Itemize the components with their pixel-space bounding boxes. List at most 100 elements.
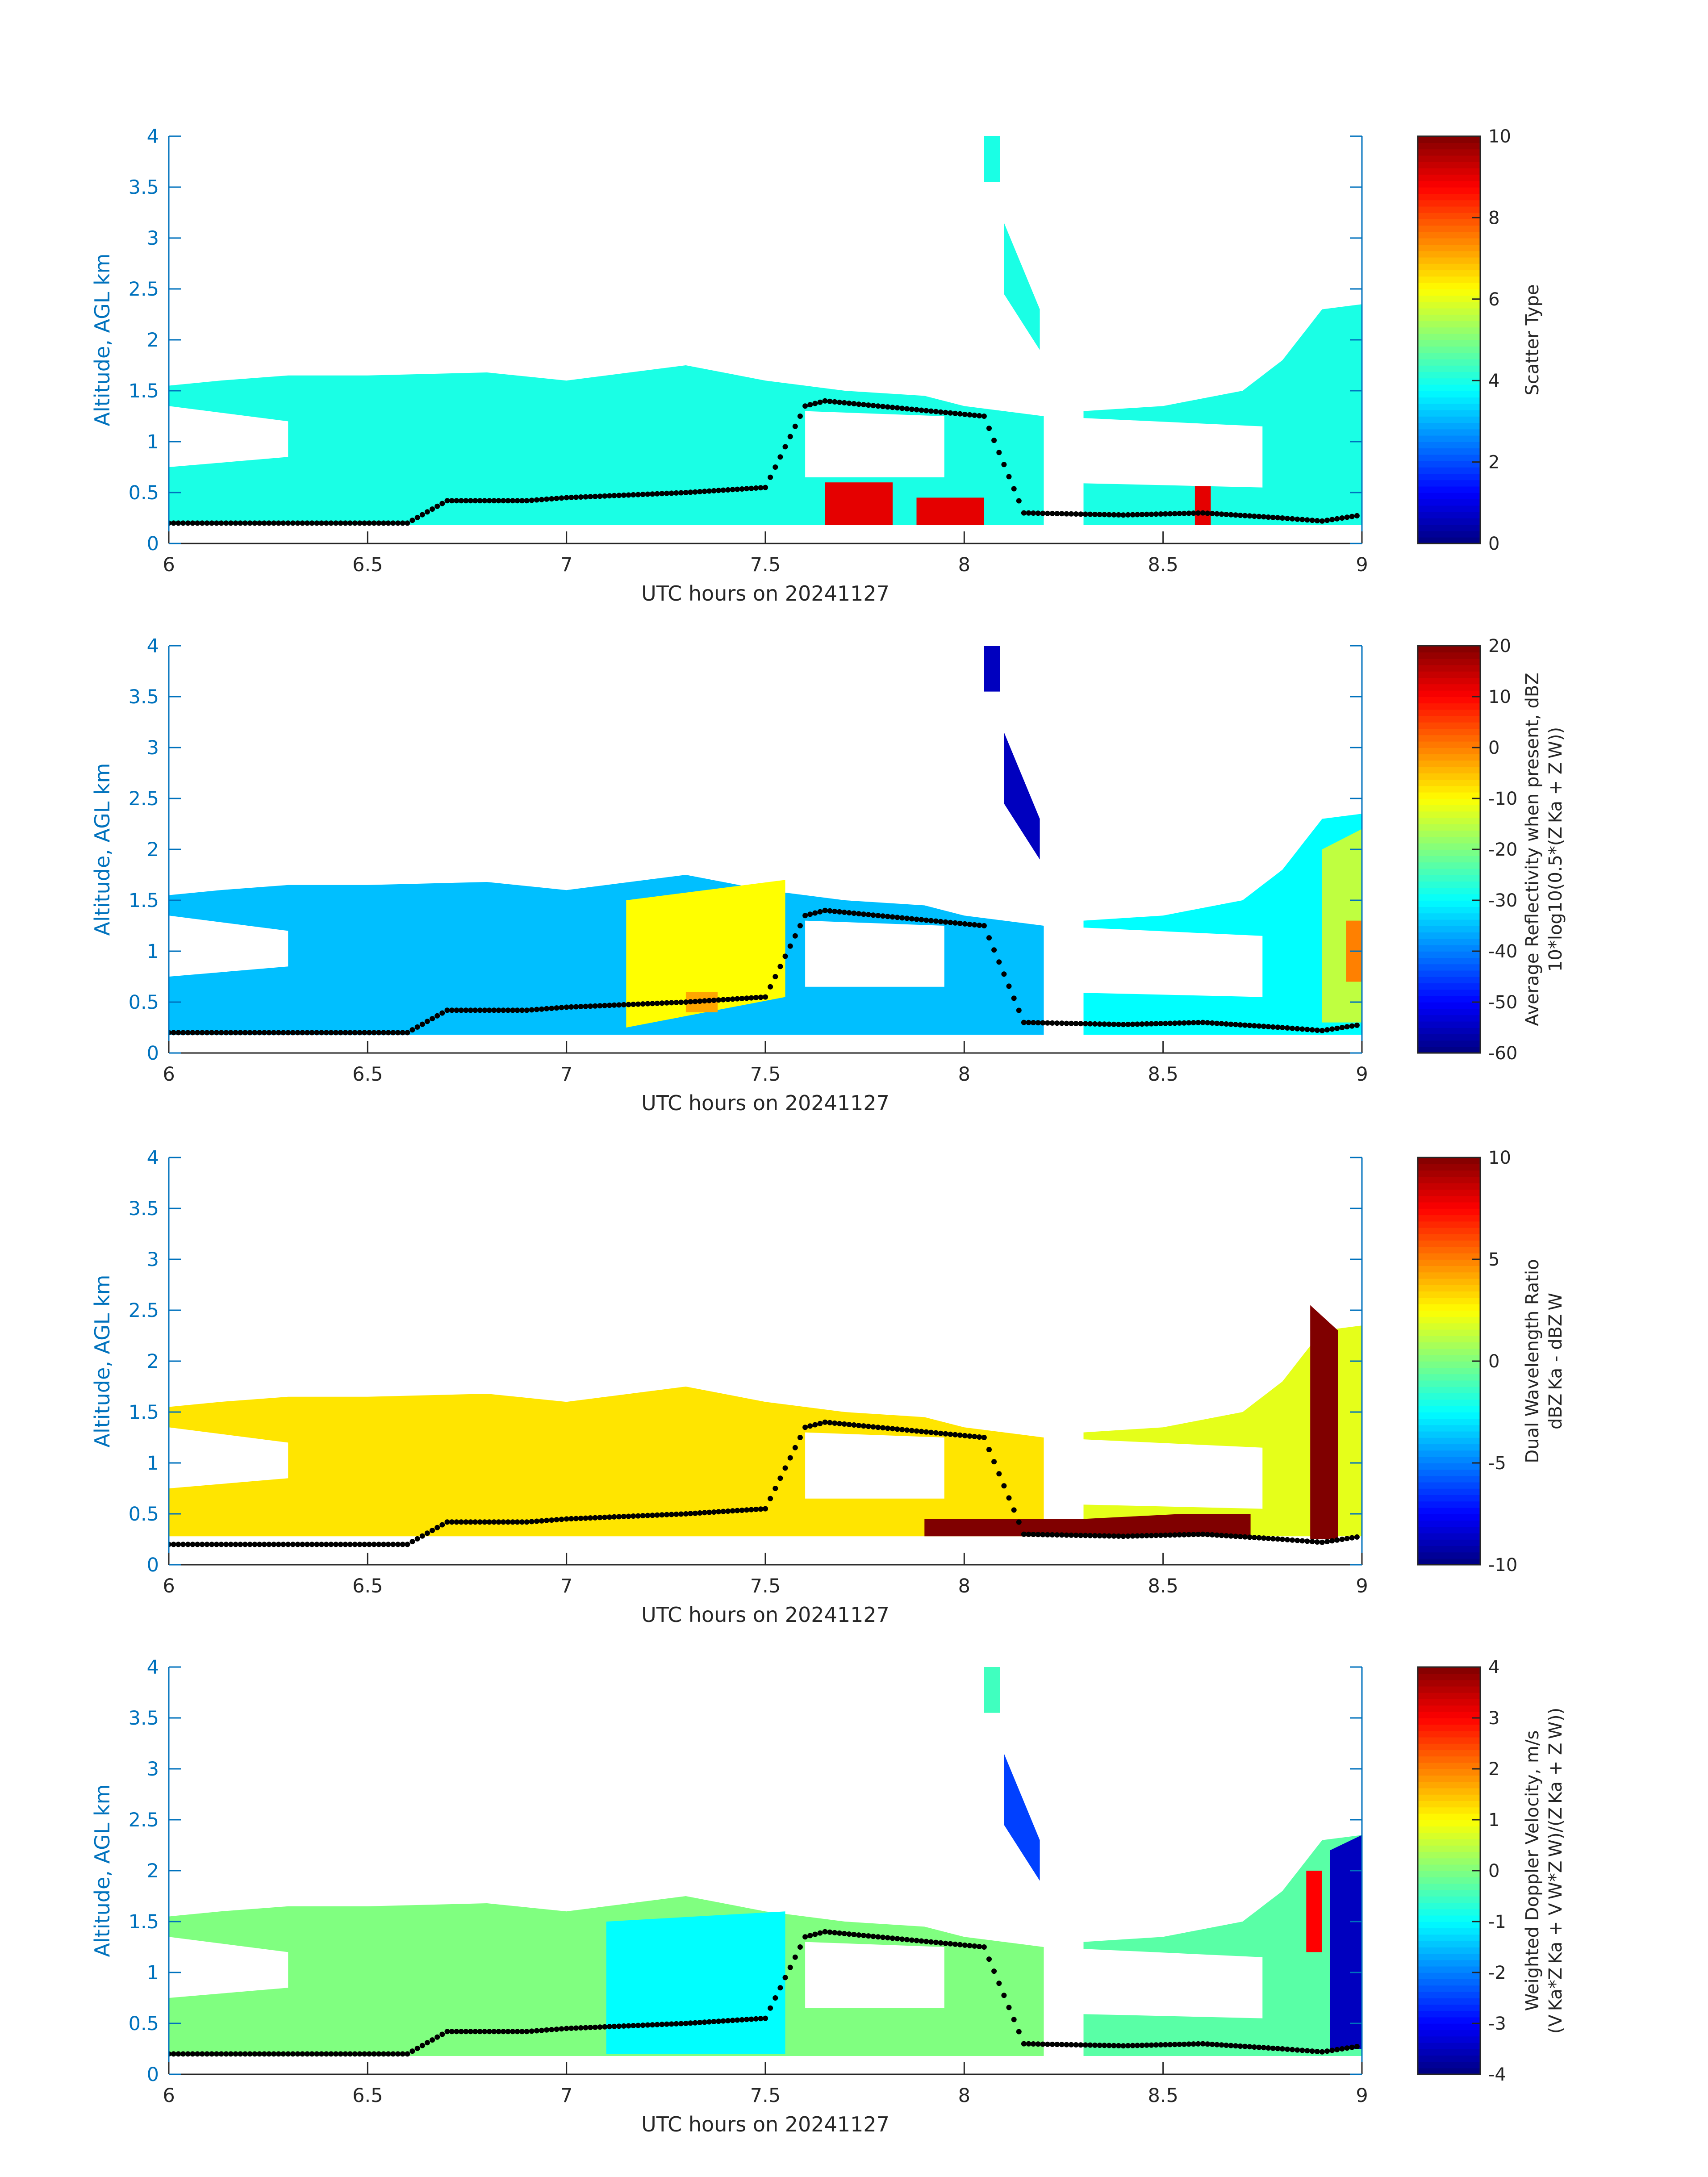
cloud-base-dot (1097, 2043, 1102, 2048)
colorbar-swatch (1418, 2042, 1480, 2049)
echo-region-7 (1306, 1871, 1322, 1952)
cloud-base-dot (1319, 518, 1325, 524)
cloud-base-dot (1265, 1024, 1271, 1029)
cloud-base-dot (223, 2051, 229, 2057)
cloud-base-dot (1261, 514, 1266, 520)
cloud-base-dot (846, 401, 852, 406)
cloud-base-dot (510, 1007, 516, 1013)
cloud-base-dot (276, 520, 281, 526)
panel-4: 6 6.5 7 7.5 8 8.5 9 0 0.5 1 1.5 2 2.5 3 3.5 4 UTC hours … (90, 1656, 1566, 2136)
cloud-base-dot (1190, 510, 1196, 516)
cloud-base-dot (697, 2020, 703, 2025)
cloud-base-dot (1069, 1532, 1074, 1538)
cloud-base-dot (606, 1003, 612, 1008)
cloud-base-dot (295, 1030, 301, 1036)
cloud-base-dot (309, 1542, 315, 1547)
cloud-base-dot (1344, 2045, 1350, 2051)
cloud-base-dot (1102, 2043, 1107, 2048)
cloud-base-dot (631, 1513, 636, 1519)
cloud-base-dot (1349, 2044, 1355, 2050)
cloud-base-dot (271, 1030, 277, 1036)
cloud-base-dot (909, 1937, 915, 1943)
colorbar-swatch (1418, 1456, 1480, 1463)
cloud-base-dot (280, 1030, 286, 1036)
cloud-base-dot (405, 2051, 410, 2057)
cloud-base-dot (706, 998, 712, 1003)
cloud-base-dot (763, 994, 768, 1000)
cloud-base-dot (889, 914, 895, 920)
cloud-base-dot (199, 520, 205, 526)
cloud-base-dot (209, 1030, 215, 1036)
cloud-base-dot (328, 2051, 334, 2057)
cloud-base-dot (692, 2020, 698, 2026)
cloud-base-dot (524, 2029, 530, 2035)
cloud-base-dot (381, 1030, 386, 1036)
cloud-base-dot (753, 2016, 759, 2022)
cloud-base-dot (472, 1007, 478, 1013)
cloud-base-dot (889, 405, 895, 410)
cloud-base-dot (592, 2024, 598, 2030)
colorbar-swatch (1418, 926, 1480, 933)
cloud-base-dot (338, 1542, 343, 1547)
cloud-base-dot (1233, 1534, 1239, 1539)
cloud-base-dot (616, 1002, 622, 1008)
cloud-base-dot (385, 1030, 391, 1036)
cloud-base-dot (1295, 1026, 1300, 1032)
colorbar-swatch (1418, 805, 1480, 812)
cloud-base-dot (592, 493, 598, 499)
cloud-base-dot (730, 487, 735, 493)
cloud-base-dot (472, 2029, 478, 2035)
cloud-base-dot (991, 438, 997, 443)
cloud-base-dot (919, 1429, 924, 1434)
x-tick-label: 7.5 (750, 1575, 781, 1597)
cloud-base-dot (549, 496, 555, 501)
colorbar-swatch (1418, 1354, 1480, 1362)
colorbar-swatch (1418, 881, 1480, 888)
cloud-base-dot (635, 1001, 641, 1007)
cloud-base-dot (720, 997, 726, 1003)
colorbar-swatch (1418, 295, 1480, 302)
cloud-base-dot (753, 1506, 759, 1512)
cloud-base-dot (199, 1542, 205, 1547)
cloud-base-dot (899, 1427, 905, 1433)
cloud-base-dot (405, 520, 410, 526)
cloud-base-dot (333, 520, 339, 526)
cloud-base-dot (1190, 1020, 1196, 1026)
cloud-base-dot (943, 1431, 948, 1437)
cloud-base-dot (711, 2019, 717, 2024)
cloud-base-dot (880, 1425, 886, 1431)
cloud-base-dot (568, 1516, 574, 1521)
colorbar-swatch (1418, 1183, 1480, 1190)
cloud-base-dot (730, 2018, 735, 2023)
cloud-base-dot (430, 506, 435, 512)
cloud-base-dot (1344, 1024, 1350, 1030)
cloud-base-dot (640, 1001, 646, 1007)
cloud-base-dot (602, 1514, 608, 1520)
colorbar-swatch (1418, 1418, 1480, 1425)
cloud-base-dot (597, 1003, 603, 1009)
colorbar-tick-label: 3 (1488, 1708, 1499, 1729)
cloud-base-dot (753, 485, 759, 491)
colorbar-swatch (1418, 728, 1480, 735)
cloud-base-dot (333, 1542, 339, 1547)
x-tick-label: 6.5 (352, 554, 383, 576)
cloud-base-dot (439, 1522, 445, 1528)
colorbar-swatch (1418, 709, 1480, 716)
cloud-base-dot (482, 1007, 488, 1013)
clear-gap-1 (169, 1937, 288, 1998)
colorbar-swatch (1418, 1520, 1480, 1527)
cloud-base-dot (702, 489, 707, 494)
cloud-base-dot (631, 1002, 636, 1007)
echo-region-5 (626, 880, 785, 1028)
echo-region-2 (1083, 814, 1362, 1035)
colorbar-tick-label: -3 (1488, 2014, 1506, 2034)
cloud-base-dot (362, 1030, 367, 1036)
y-tick-label: 0.5 (129, 2013, 159, 2035)
colorbar-swatch (1418, 1883, 1480, 1890)
cloud-base-dot (1295, 1538, 1300, 1543)
cloud-base-dot (252, 1542, 258, 1547)
cloud-base-dot (1200, 510, 1206, 516)
colorbar-swatch (1418, 671, 1480, 678)
cloud-base-dot (899, 915, 905, 921)
colorbar-swatch (1418, 384, 1480, 391)
